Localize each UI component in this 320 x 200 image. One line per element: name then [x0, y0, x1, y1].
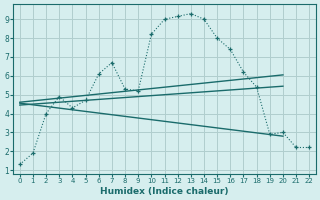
X-axis label: Humidex (Indice chaleur): Humidex (Indice chaleur) — [100, 187, 229, 196]
